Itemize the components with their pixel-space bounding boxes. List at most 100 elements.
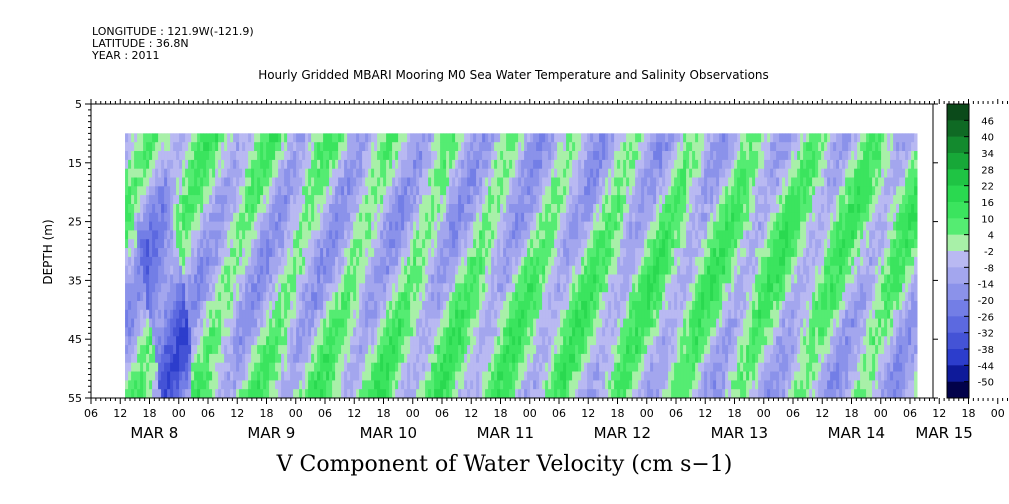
heatmap-cell <box>158 265 162 275</box>
heatmap-cell <box>293 318 297 328</box>
heatmap-cell <box>389 327 393 337</box>
heatmap-cell <box>269 204 273 214</box>
heatmap-cell <box>524 389 528 399</box>
heatmap-cell <box>200 230 204 240</box>
heatmap-cell <box>329 318 333 328</box>
heatmap-cell <box>542 292 546 302</box>
heatmap-cell <box>359 186 363 196</box>
heatmap-cell <box>545 248 549 258</box>
heatmap-cell <box>269 248 273 258</box>
heatmap-cell <box>617 168 621 178</box>
heatmap-cell <box>482 292 486 302</box>
heatmap-cell <box>149 256 153 267</box>
heatmap-cell <box>380 389 384 399</box>
heatmap-cell <box>134 283 138 293</box>
heatmap-cell <box>212 371 216 381</box>
heatmap-cell <box>548 274 552 284</box>
heatmap-cell <box>140 327 144 337</box>
heatmap-cell <box>416 177 420 187</box>
heatmap-cell <box>620 336 624 346</box>
heatmap-cell <box>170 336 174 346</box>
heatmap-cell <box>215 274 219 284</box>
heatmap-cell <box>248 353 252 364</box>
heatmap-cell <box>599 371 603 381</box>
heatmap-cell <box>323 274 327 284</box>
heatmap-cell <box>254 256 258 267</box>
heatmap-cell <box>605 142 609 152</box>
heatmap-cell <box>191 353 195 364</box>
heatmap-cell <box>302 142 306 152</box>
heatmap-cell <box>542 336 546 346</box>
heatmap-cell <box>404 212 408 223</box>
heatmap-cell <box>476 380 480 390</box>
heatmap-cell <box>203 239 207 249</box>
heatmap-cell <box>578 318 582 328</box>
heatmap-cell <box>284 301 288 311</box>
heatmap-cell <box>209 142 213 152</box>
heatmap-cell <box>137 327 141 337</box>
heatmap-cell <box>338 256 342 267</box>
heatmap-cell <box>278 204 282 214</box>
heatmap-cell <box>359 389 363 399</box>
heatmap-cell <box>146 318 150 328</box>
heatmap-cell <box>320 274 324 284</box>
heatmap-cell <box>524 204 528 214</box>
heatmap-cell <box>257 239 261 249</box>
heatmap-cell <box>137 265 141 275</box>
heatmap-cell <box>308 177 312 187</box>
heatmap-cell <box>401 230 405 240</box>
heatmap-cell <box>587 177 591 187</box>
heatmap-cell <box>155 283 159 293</box>
heatmap-cell <box>368 301 372 311</box>
heatmap-cell <box>242 212 246 223</box>
heatmap-cell <box>383 159 387 170</box>
heatmap-cell <box>170 380 174 390</box>
heatmap-cell <box>320 256 324 267</box>
heatmap-cell <box>230 230 234 240</box>
heatmap-cell <box>257 283 261 293</box>
heatmap-cell <box>569 195 573 205</box>
heatmap-cell <box>614 345 618 355</box>
heatmap-cell <box>395 151 399 161</box>
heatmap-cell <box>524 309 528 320</box>
heatmap-cell <box>317 362 321 372</box>
heatmap-cell <box>596 248 600 258</box>
heatmap-cell <box>245 159 249 170</box>
heatmap-cell <box>182 353 186 364</box>
heatmap-cell <box>455 318 459 328</box>
heatmap-cell <box>350 133 354 143</box>
heatmap-cell <box>206 292 210 302</box>
heatmap-cell <box>290 380 294 390</box>
heatmap-cell <box>611 142 615 152</box>
heatmap-cell <box>401 327 405 337</box>
heatmap-cell <box>392 177 396 187</box>
heatmap-cell <box>575 230 579 240</box>
heatmap-cell <box>482 212 486 223</box>
heatmap-cell <box>269 274 273 284</box>
heatmap-cell <box>131 159 135 170</box>
heatmap-cell <box>125 292 129 302</box>
heatmap-cell <box>326 133 330 143</box>
heatmap-cell <box>317 212 321 223</box>
heatmap-cell <box>476 292 480 302</box>
heatmap-cell <box>548 239 552 249</box>
heatmap-cell <box>278 274 282 284</box>
heatmap-cell <box>467 380 471 390</box>
heatmap-cell <box>596 318 600 328</box>
heatmap-cell <box>512 151 516 161</box>
heatmap-cell <box>620 248 624 258</box>
heatmap-cell <box>380 371 384 381</box>
heatmap-cell <box>581 274 585 284</box>
heatmap-cell <box>353 151 357 161</box>
heatmap-cell <box>311 345 315 355</box>
heatmap-cell <box>518 177 522 187</box>
heatmap-cell <box>218 301 222 311</box>
heatmap-cell <box>614 212 618 223</box>
heatmap-cell <box>539 380 543 390</box>
heatmap-cell <box>539 265 543 275</box>
heatmap-cell <box>425 309 429 320</box>
heatmap-cell <box>605 301 609 311</box>
heatmap-cell <box>449 151 453 161</box>
heatmap-cell <box>275 230 279 240</box>
heatmap-cell <box>185 309 189 320</box>
